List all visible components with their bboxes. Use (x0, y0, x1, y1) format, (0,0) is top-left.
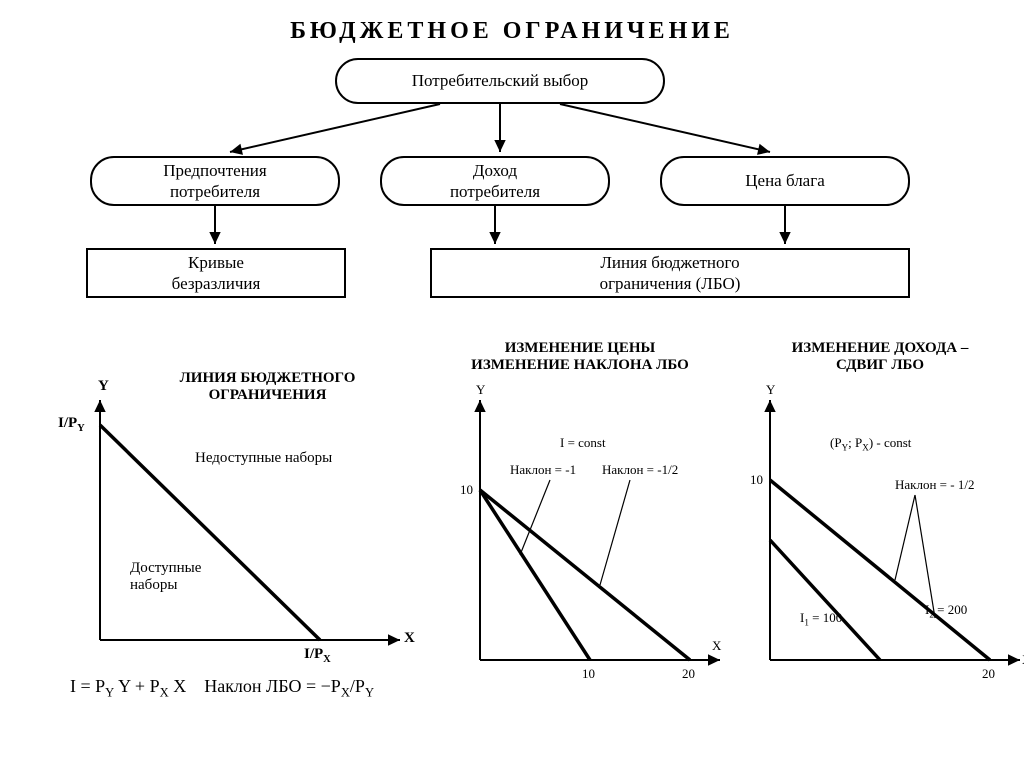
chart3-y-axis-label: Y (766, 382, 775, 398)
page: БЮДЖЕТНОЕ ОГРАНИЧЕНИЕ Потребительский вы… (0, 0, 1024, 767)
chart3-i2-label: I2 = 200 (925, 602, 967, 620)
chart3-i1-label: I1 = 100 (800, 610, 842, 628)
chart1-svg (40, 370, 410, 710)
chart3-x-tick: 20 (982, 666, 995, 682)
chart1-y-intercept: I/PY (58, 415, 85, 434)
chart1-x-axis-label: X (404, 630, 415, 647)
chart2-x-tick1: 10 (582, 666, 595, 682)
chart1-label-unreachable: Недоступные наборы (195, 450, 332, 467)
chart3-y-tick: 10 (750, 472, 763, 488)
chart2-y-tick: 10 (460, 482, 473, 498)
chart2-svg (440, 370, 720, 710)
chart2-y-axis-label: Y (476, 382, 485, 398)
chart-income-change: ИЗМЕНЕНИЕ ДОХОДА –СДВИГ ЛБО Y X (PY; PX)… (740, 370, 1020, 710)
chart2-slope2-label: Наклон = -1/2 (602, 462, 678, 478)
chart2-const-label: I = const (560, 435, 606, 451)
chart1-y-axis-label: Y (98, 378, 109, 395)
flow-arrows (0, 0, 1024, 320)
chart1-formula: I = PY Y + PX X Наклон ЛБО = −PX/PY (70, 676, 374, 701)
chart1-label-reachable: Доступныенаборы (130, 560, 201, 594)
chart1-title: ЛИНИЯ БЮДЖЕТНОГО ОГРАНИЧЕНИЯ (125, 370, 410, 404)
chart3-slope-label: Наклон = - 1/2 (895, 477, 974, 493)
chart2-x-tick2: 20 (682, 666, 695, 682)
chart3-svg (740, 370, 1020, 710)
chart-budget-line: ЛИНИЯ БЮДЖЕТНОГО ОГРАНИЧЕНИЯ Y X I/PY I/… (40, 370, 410, 710)
chart3-const-label: (PY; PX) - const (830, 435, 911, 453)
chart3-title: ИЗМЕНЕНИЕ ДОХОДА –СДВИГ ЛБО (740, 340, 1020, 374)
chart2-x-axis-label: X (712, 638, 721, 654)
chart1-x-intercept: I/PX (304, 646, 331, 665)
chart2-slope1-label: Наклон = -1 (510, 462, 576, 478)
chart-price-change: ИЗМЕНЕНИЕ ЦЕНЫИЗМЕНЕНИЕ НАКЛОНА ЛБО Y X … (440, 370, 720, 710)
chart2-title: ИЗМЕНЕНИЕ ЦЕНЫИЗМЕНЕНИЕ НАКЛОНА ЛБО (440, 340, 720, 374)
